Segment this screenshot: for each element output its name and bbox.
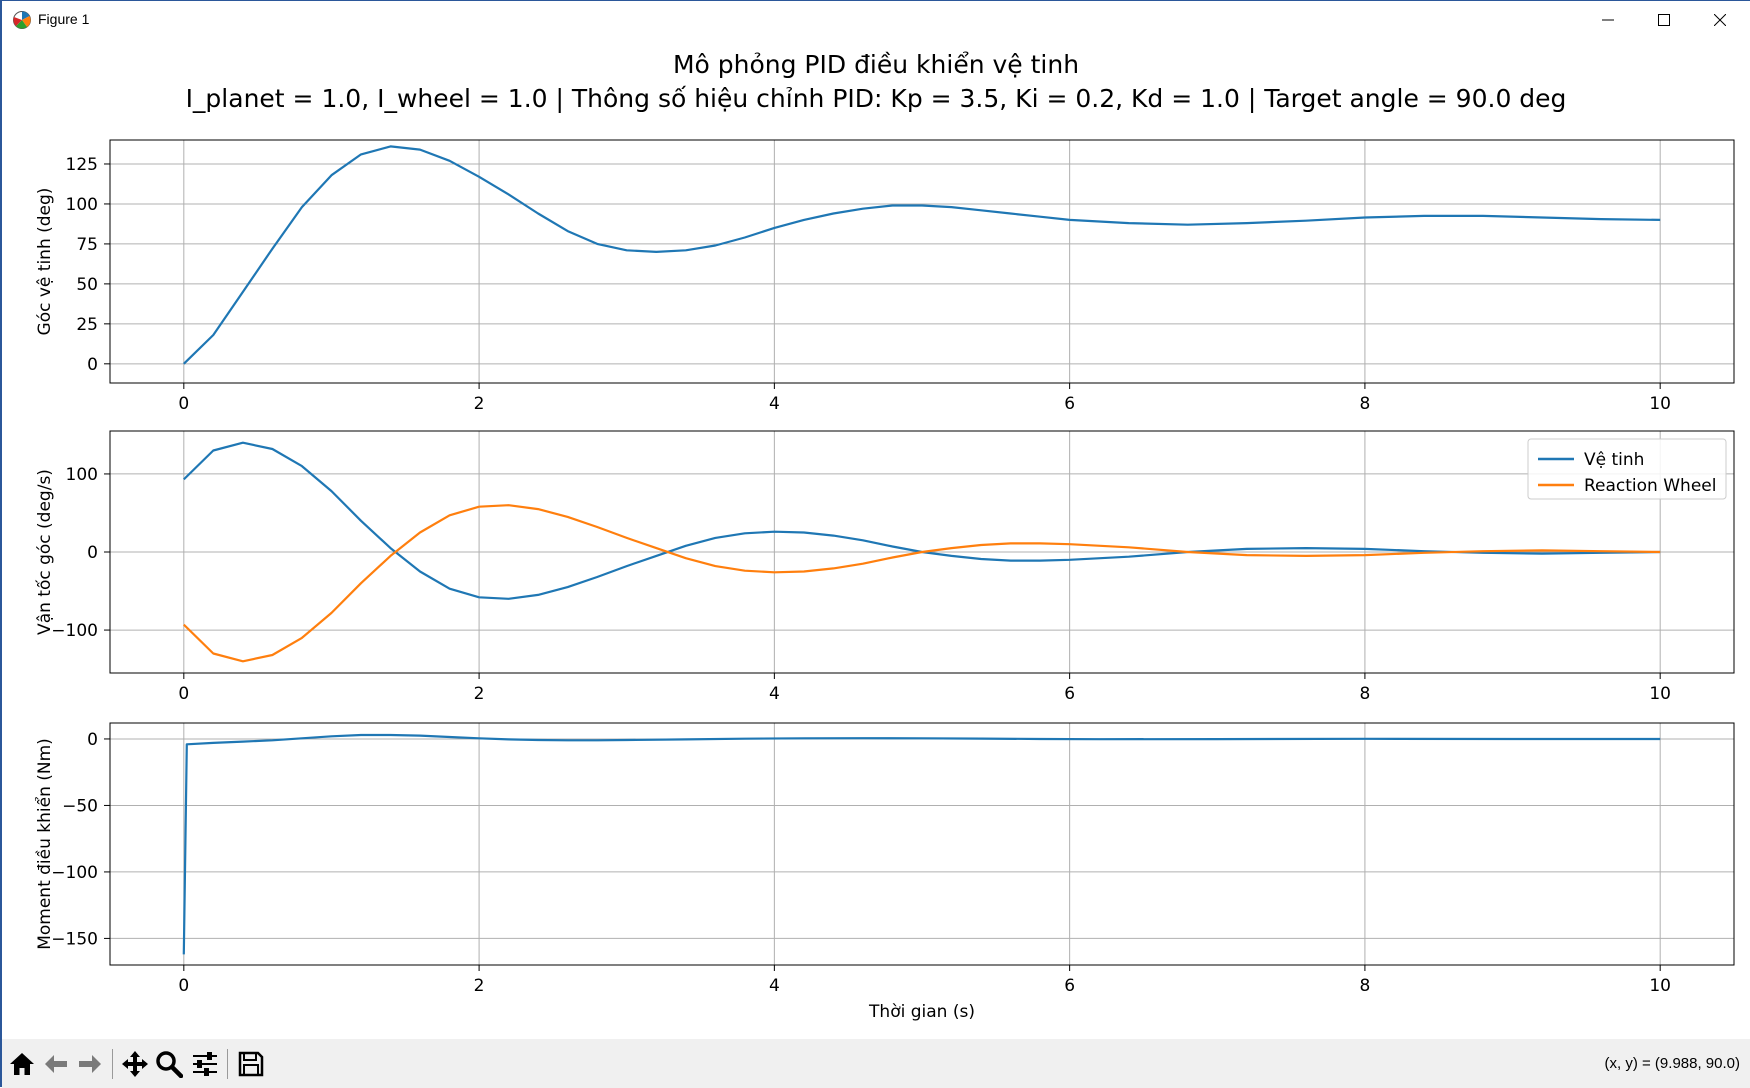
legend: Vệ tinh Reaction Wheel: [1527, 438, 1727, 500]
home-button[interactable]: [6, 1049, 38, 1079]
axes-frame: [109, 722, 1735, 966]
forward-button[interactable]: [74, 1049, 106, 1079]
y-axis-label: Vận tốc góc (deg/s): [34, 469, 55, 635]
close-button[interactable]: [1692, 1, 1748, 39]
y-tick-label: −100: [51, 621, 98, 641]
configure-button[interactable]: [189, 1049, 221, 1079]
series-line: [183, 441, 1661, 600]
back-icon: [45, 1055, 67, 1073]
series-line: [183, 145, 1661, 365]
velocity-subplot: 0 2 4 6 8 10 −100 0 100 Vận tốc góc (deg/s) Vệ tin…: [34, 430, 1735, 704]
title-bar[interactable]: Figure 1: [2, 1, 1750, 39]
y-tick-label: −100: [51, 863, 98, 883]
series-line: [183, 504, 1661, 663]
y-tick-label: 0: [87, 730, 98, 750]
window-title: Figure 1: [38, 11, 90, 27]
x-tick-label: 10: [1649, 394, 1671, 414]
legend-label: Vệ tinh: [1584, 450, 1644, 470]
y-tick-label: 100: [66, 195, 98, 215]
zoom-icon: [156, 1051, 183, 1078]
close-icon: [1714, 14, 1726, 26]
pan-button[interactable]: [119, 1049, 151, 1079]
y-tick-label: 0: [87, 355, 98, 375]
x-tick-label: 8: [1359, 684, 1370, 704]
pan-icon: [122, 1051, 148, 1077]
x-tick-label: 2: [474, 684, 485, 704]
x-tick-label: 8: [1359, 976, 1370, 996]
save-icon: [238, 1051, 264, 1077]
figure-title-line2: I_planet = 1.0, I_wheel = 1.0 | Thông số…: [186, 84, 1567, 113]
y-tick-label: −150: [51, 929, 98, 949]
x-tick-label: 8: [1359, 394, 1370, 414]
figure-title-line1: Mô phỏng PID điều khiển vệ tinh: [673, 50, 1079, 79]
series-line: [182, 733, 1661, 955]
axes-background: [110, 723, 1734, 965]
figure-canvas[interactable]: Mô phỏng PID điều khiển vệ tinh I_planet…: [2, 39, 1750, 1039]
back-button[interactable]: [40, 1049, 72, 1079]
maximize-icon: [1658, 14, 1670, 26]
toolbar-separator: [227, 1049, 228, 1079]
x-tick-label: 6: [1064, 976, 1075, 996]
y-axis-label: Moment điều khiển (Nm): [34, 738, 55, 950]
x-tick-label: 2: [474, 394, 485, 414]
y-tick-label: 125: [66, 155, 98, 175]
axes-frame: [109, 139, 1735, 384]
x-axis-label: Thời gian (s): [868, 1002, 975, 1022]
x-tick-label: 2: [474, 976, 485, 996]
axes-frame: [109, 430, 1735, 674]
axes-background: [110, 140, 1734, 383]
matplotlib-icon: [12, 10, 32, 30]
x-tick-label: 10: [1649, 976, 1671, 996]
toolbar-separator: [112, 1049, 113, 1079]
x-tick-label: 6: [1064, 394, 1075, 414]
navigation-toolbar: (x, y) = (9.988, 90.0): [2, 1039, 1750, 1088]
y-tick-label: 50: [76, 275, 98, 295]
forward-icon: [79, 1055, 101, 1073]
x-tick-label: 4: [769, 976, 780, 996]
home-icon: [10, 1053, 34, 1075]
minimize-button[interactable]: [1580, 1, 1636, 39]
x-tick-label: 0: [178, 684, 189, 704]
y-axis-label: Góc vệ tinh (deg): [35, 188, 55, 336]
y-tick-label: −50: [62, 796, 98, 816]
maximize-button[interactable]: [1636, 1, 1692, 39]
x-tick-label: 10: [1649, 684, 1671, 704]
x-tick-label: 6: [1064, 684, 1075, 704]
x-tick-label: 0: [178, 394, 189, 414]
x-tick-label: 4: [769, 394, 780, 414]
save-button[interactable]: [235, 1049, 267, 1079]
y-tick-label: 0: [87, 543, 98, 563]
legend-box: [1527, 438, 1727, 500]
zoom-button[interactable]: [153, 1049, 185, 1079]
minimize-icon: [1602, 19, 1614, 21]
y-tick-label: 75: [76, 235, 98, 255]
coordinate-readout: (x, y) = (9.988, 90.0): [1604, 1055, 1740, 1072]
configure-icon: [193, 1052, 217, 1076]
x-tick-label: 4: [769, 684, 780, 704]
y-tick-label: 25: [76, 315, 98, 335]
x-tick-label: 0: [178, 976, 189, 996]
legend-label: Reaction Wheel: [1584, 476, 1716, 496]
y-tick-label: 100: [66, 465, 98, 485]
moment-subplot: 0 2 4 6 8 10 −150 −100 −50 0 Moment điều khiển (Nm…: [34, 722, 1735, 1022]
